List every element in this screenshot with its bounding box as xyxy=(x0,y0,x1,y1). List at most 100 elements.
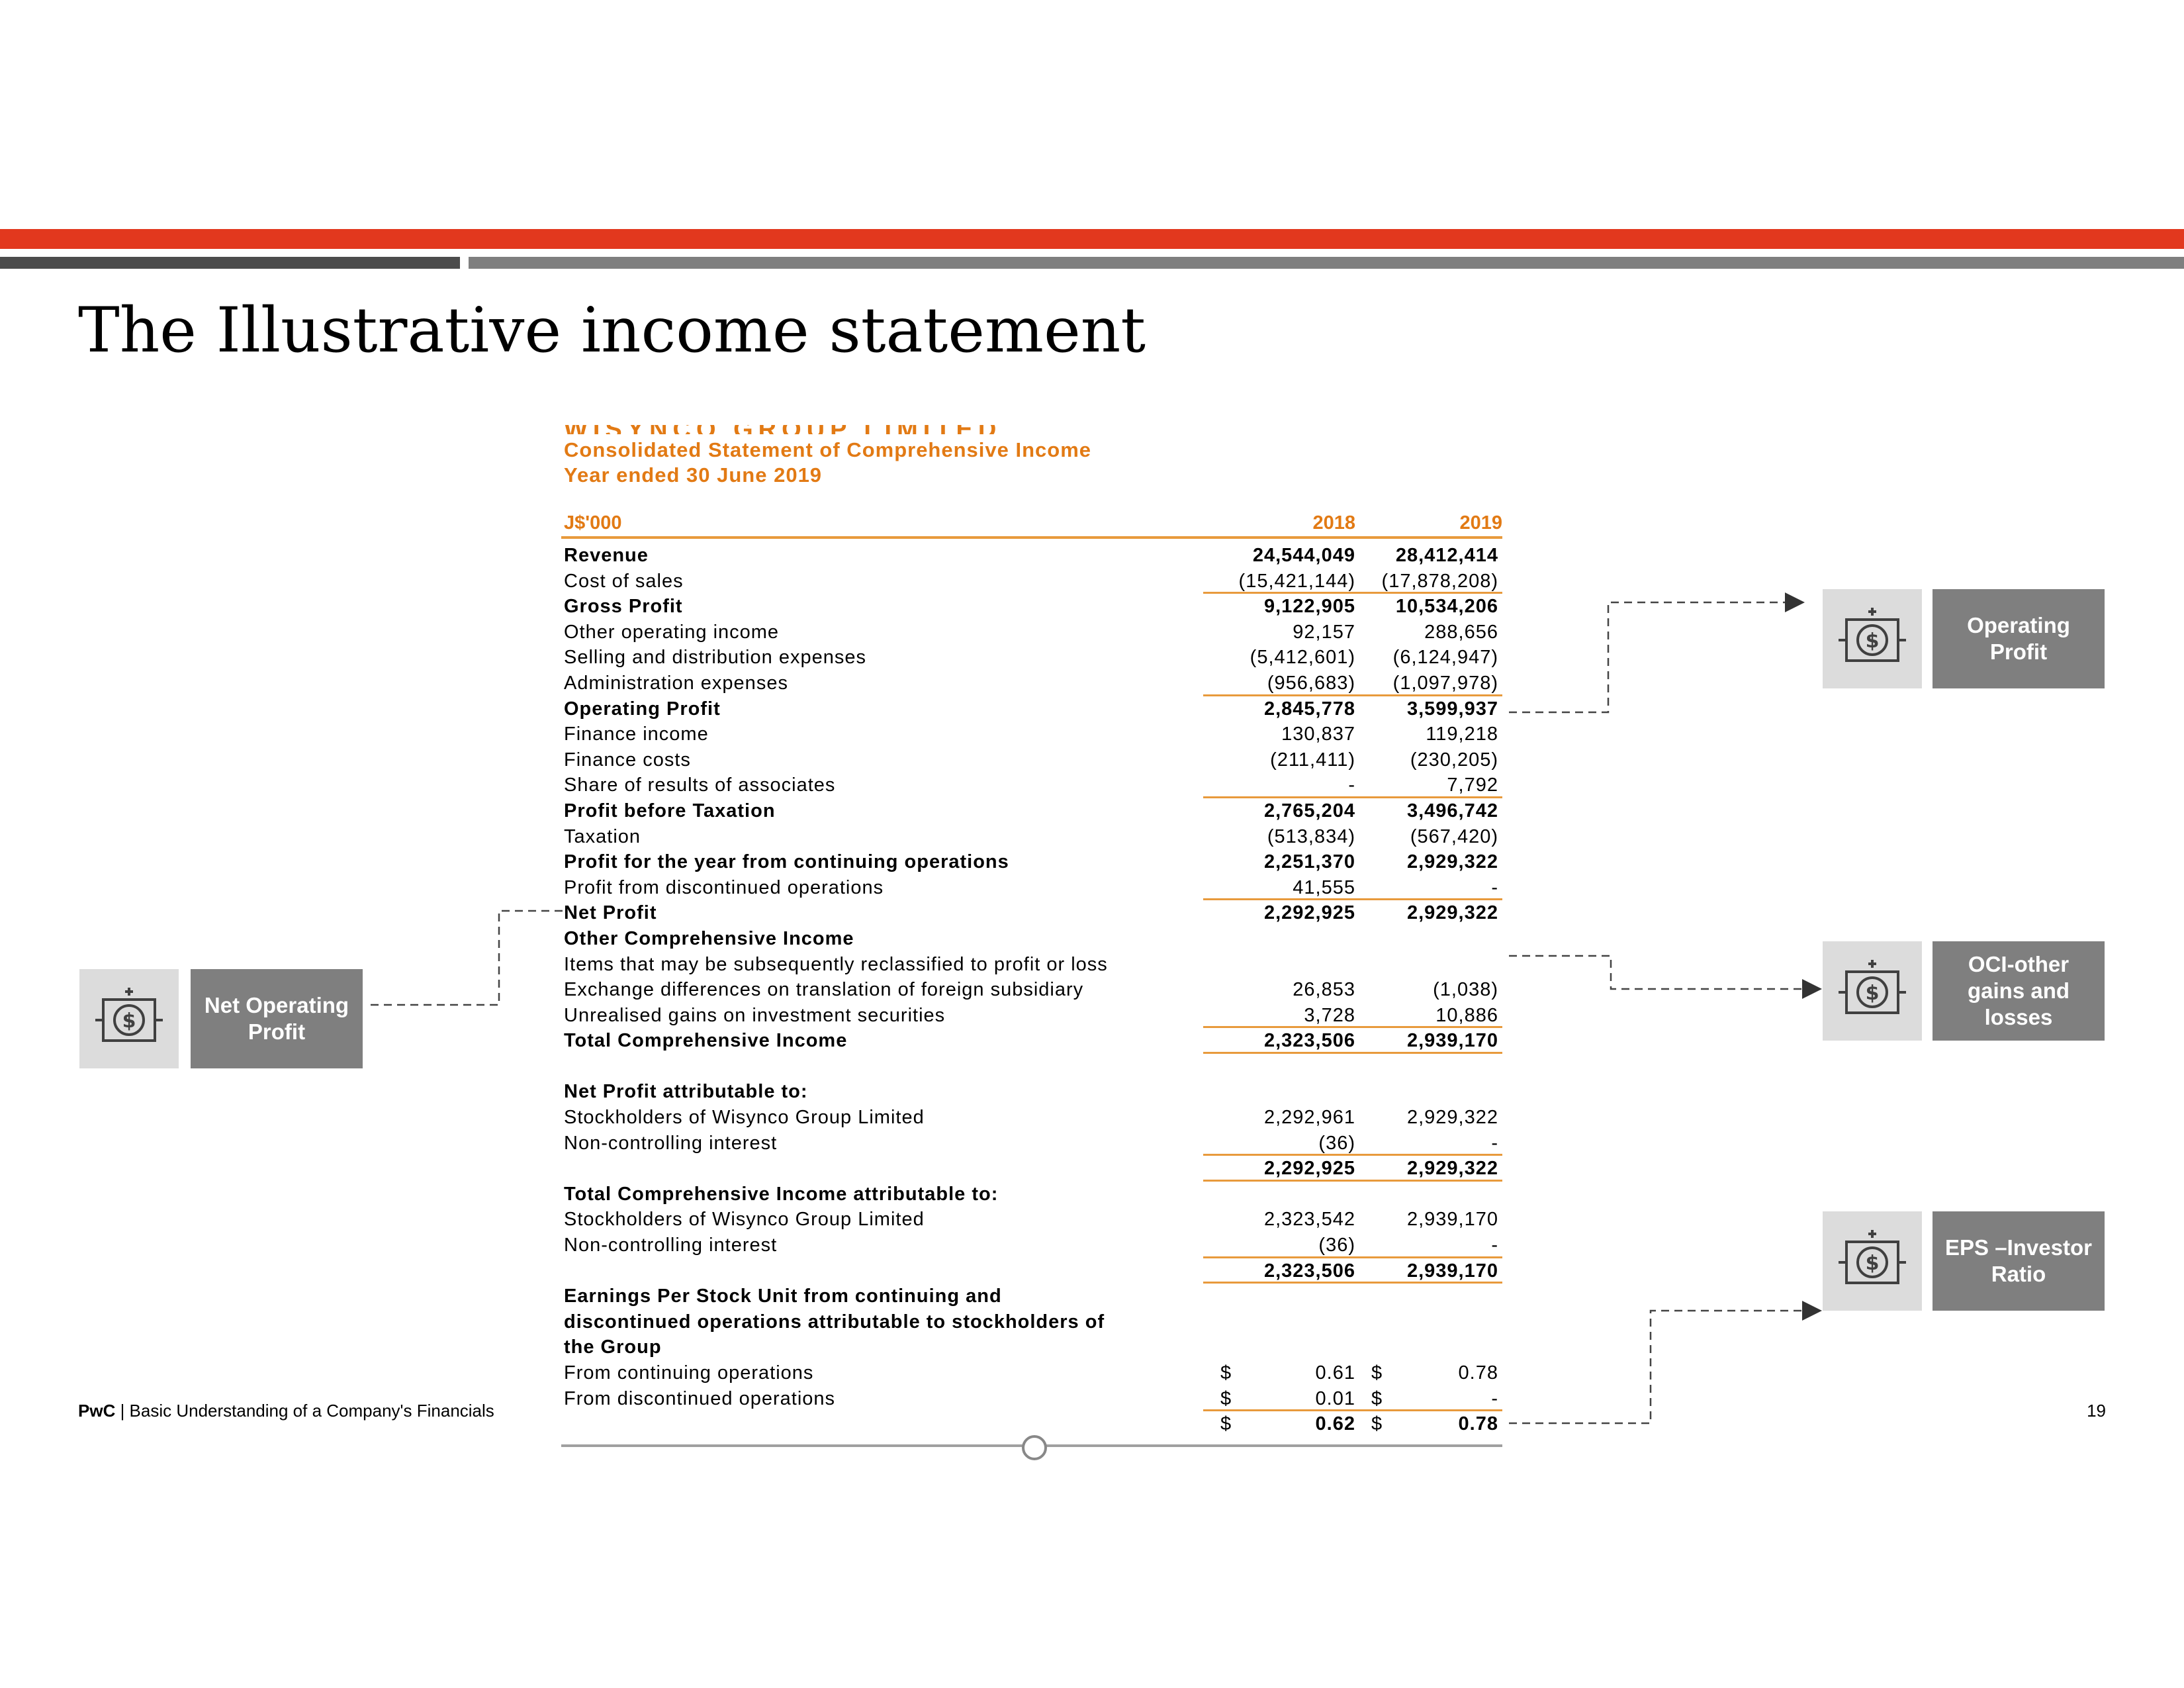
statement-row: Profit from discontinued operations 41,55… xyxy=(561,875,1502,901)
row-label: Operating Profit xyxy=(564,698,721,720)
value-2019: 2,939,170 xyxy=(1406,1209,1498,1231)
row-label: From discontinued operations xyxy=(564,1387,836,1409)
svg-text:$: $ xyxy=(1866,630,1880,653)
company-name-cropped: WISYNCO GROUP LIMITED xyxy=(564,425,1226,434)
year-2019-header: 2019 xyxy=(1459,512,1502,534)
eps-icon: $ xyxy=(1823,1211,1922,1311)
income-statement: WISYNCO GROUP LIMITED Consolidated State… xyxy=(561,417,1508,1460)
row-label: Items that may be subsequently reclassif… xyxy=(564,953,1108,975)
value-2019: - xyxy=(1491,1387,1498,1409)
footer: PwC | Basic Understanding of a Company's… xyxy=(78,1401,494,1421)
footer-separator: | xyxy=(115,1401,130,1421)
statement-row: the Group xyxy=(561,1335,1502,1360)
row-label: Other Comprehensive Income xyxy=(564,927,854,949)
value-2019: (230,205) xyxy=(1410,749,1498,771)
row-label: Exchange differences on translation of f… xyxy=(564,979,1084,1001)
value-2018: 0.62 xyxy=(1315,1413,1355,1435)
statement-row: Profit for the year from continuing oper… xyxy=(561,849,1502,875)
row-label: Non-controlling interest xyxy=(564,1235,778,1256)
row-label: Other operating income xyxy=(564,621,780,643)
row-label: Total Comprehensive Income xyxy=(564,1030,848,1052)
header-red-bar xyxy=(0,229,2184,249)
statement-row: $ $0.62 0.78 xyxy=(561,1411,1502,1437)
unit-label: J$'000 xyxy=(564,512,622,534)
statement-row: 2,292,925 2,929,322 xyxy=(561,1156,1502,1182)
statement-rows: Revenue 24,544,049 28,412,414 Cost of sales… xyxy=(561,543,1502,1437)
value-2018: (211,411) xyxy=(1270,749,1355,771)
statement-row: Non-controlling interest (36) - xyxy=(561,1131,1502,1156)
value-2018: 2,292,961 xyxy=(1263,1107,1355,1129)
value-2019: - xyxy=(1491,1132,1498,1154)
value-2019: 119,218 xyxy=(1426,724,1498,745)
value-2018: 24,544,049 xyxy=(1252,545,1355,566)
connector-oci xyxy=(1509,955,1822,999)
statement-row: discontinued operations attributable to … xyxy=(561,1309,1502,1335)
value-2018: 130,837 xyxy=(1281,724,1355,745)
row-label: Net Profit attributable to: xyxy=(564,1081,808,1103)
currency-symbol-2018: $ xyxy=(1220,1362,1232,1383)
row-label: Non-controlling interest xyxy=(564,1132,778,1154)
statement-row: Other Comprehensive Income xyxy=(561,926,1502,952)
statement-row: Exchange differences on translation of f… xyxy=(561,977,1502,1003)
connector-eps xyxy=(1509,1301,1822,1425)
value-2018: (36) xyxy=(1318,1132,1355,1154)
statement-row: Cost of sales (15,421,144) (17,878,208) xyxy=(561,569,1502,594)
row-label: discontinued operations attributable to … xyxy=(564,1311,1105,1333)
value-2018: 2,251,370 xyxy=(1263,851,1355,873)
row-label: Earnings Per Stock Unit from continuing … xyxy=(564,1286,1002,1307)
row-label: Stockholders of Wisynco Group Limited xyxy=(564,1107,925,1129)
currency-symbol-2019: $ xyxy=(1371,1387,1383,1409)
currency-symbol-2019: $ xyxy=(1371,1362,1383,1383)
svg-text:$: $ xyxy=(1866,1252,1880,1275)
value-2018: (513,834) xyxy=(1267,825,1355,847)
statement-row: Finance costs (211,411) (230,205) xyxy=(561,747,1502,773)
currency-symbol-2018: $ xyxy=(1220,1387,1232,1409)
row-label: the Group xyxy=(564,1336,662,1358)
value-2019: - xyxy=(1491,1235,1498,1256)
value-2019: (17,878,208) xyxy=(1381,570,1498,592)
statement-row: 2,323,506 2,939,170 xyxy=(561,1258,1502,1284)
value-2019: 28,412,414 xyxy=(1395,545,1498,566)
row-label: Administration expenses xyxy=(564,672,788,694)
value-2018: (15,421,144) xyxy=(1238,570,1355,592)
value-2019: (1,038) xyxy=(1433,979,1498,1001)
statement-row: From discontinued operations $ $0.01 - xyxy=(561,1386,1502,1412)
row-label: Finance income xyxy=(564,724,709,745)
value-2019: 2,929,322 xyxy=(1406,1107,1498,1129)
slide-title: The Illustrative income statement xyxy=(78,295,1146,367)
value-2019: - xyxy=(1491,876,1498,898)
value-2019: (567,420) xyxy=(1410,825,1498,847)
value-2019: 3,496,742 xyxy=(1406,800,1498,821)
statement-row: Selling and distribution expenses (5,412,… xyxy=(561,645,1502,671)
statement-row: Net Profit attributable to: xyxy=(561,1079,1502,1105)
currency-symbol-2019: $ xyxy=(1371,1413,1383,1435)
svg-text:$: $ xyxy=(122,1009,136,1033)
value-2018: (36) xyxy=(1318,1235,1355,1256)
value-2019: 10,886 xyxy=(1435,1004,1498,1026)
connector-net-operating-profit xyxy=(371,910,567,1006)
value-2018: 2,292,925 xyxy=(1263,1158,1355,1180)
statement-row: Revenue 24,544,049 28,412,414 xyxy=(561,543,1502,569)
value-2018: 2,323,542 xyxy=(1263,1209,1355,1231)
oci-callout: OCI-other gains and losses xyxy=(1933,941,2105,1041)
footer-brand: PwC xyxy=(78,1401,116,1421)
value-2018: - xyxy=(1348,774,1355,796)
statement-row: Operating Profit 2,845,778 3,599,937 xyxy=(561,696,1502,722)
value-2019: 3,599,937 xyxy=(1406,698,1498,720)
statement-title: Consolidated Statement of Comprehensive … xyxy=(564,438,1092,461)
statement-row: Unrealised gains on investment securitie… xyxy=(561,1003,1502,1029)
value-2018: 92,157 xyxy=(1293,621,1355,643)
row-label: Finance costs xyxy=(564,749,691,771)
statement-row: Non-controlling interest (36) - xyxy=(561,1233,1502,1258)
statement-row: Gross Profit 9,122,905 10,534,206 xyxy=(561,594,1502,620)
value-2019: (6,124,947) xyxy=(1392,647,1498,669)
row-label: Taxation xyxy=(564,825,641,847)
value-2018: 2,323,506 xyxy=(1263,1260,1355,1282)
row-label: Selling and distribution expenses xyxy=(564,647,866,669)
statement-row: Earnings Per Stock Unit from continuing … xyxy=(561,1284,1502,1309)
statement-row: From continuing operations $ $0.61 0.78 xyxy=(561,1360,1502,1386)
resize-handle[interactable] xyxy=(1022,1435,1047,1460)
statement-row: Administration expenses (956,683) (1,097,9… xyxy=(561,671,1502,696)
value-2018: 2,292,925 xyxy=(1263,902,1355,924)
row-label: Revenue xyxy=(564,545,649,566)
